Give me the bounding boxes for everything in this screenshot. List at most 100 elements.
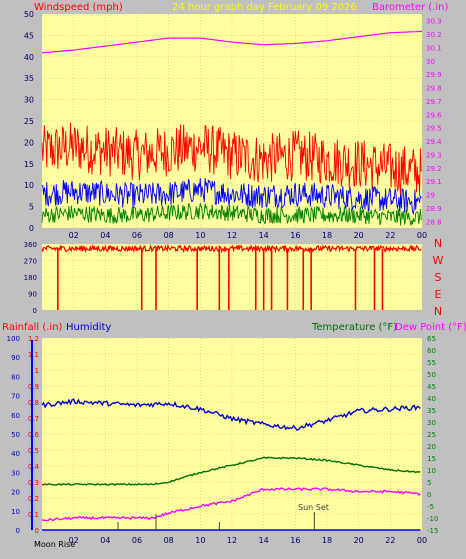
barometer-line bbox=[41, 30, 423, 54]
x-tick-label: 18 bbox=[322, 231, 332, 240]
humidity-tick-label: 80 bbox=[11, 373, 20, 381]
temperature-tick-label: -10 bbox=[427, 515, 438, 523]
rain-tick-label: 0.3 bbox=[28, 479, 39, 487]
y2-tick-label: 29.3 bbox=[426, 151, 442, 159]
temperature-tick-label: 10 bbox=[427, 467, 436, 475]
y-tick-label: 50 bbox=[24, 10, 34, 19]
x-tick-label: 22 bbox=[385, 536, 395, 545]
x-tick-label: 08 bbox=[164, 536, 174, 545]
y2-tick-label: 28.8 bbox=[426, 218, 442, 226]
compass-label-n1: N bbox=[434, 237, 442, 250]
temperature-tick-label: 0 bbox=[427, 491, 431, 499]
humidity-label: Humidity bbox=[66, 322, 111, 333]
y2-tick-label: 30.2 bbox=[426, 31, 442, 39]
wind-grid bbox=[42, 13, 423, 229]
y2-tick-label: 30.3 bbox=[426, 18, 442, 26]
direction-tick-label: 90 bbox=[28, 291, 37, 299]
x-tick-label: 20 bbox=[354, 536, 364, 545]
y2-tick-label: 28.9 bbox=[426, 205, 442, 213]
rain-tick-label: 0.1 bbox=[28, 511, 39, 519]
temperature-tick-label: 15 bbox=[427, 455, 436, 463]
x-tick-label: 10 bbox=[195, 231, 205, 240]
temperature-tick-label: -15 bbox=[427, 527, 438, 535]
temperature-tick-label: 45 bbox=[427, 383, 436, 391]
direction-series bbox=[41, 243, 422, 310]
x-tick-label: 18 bbox=[322, 536, 332, 545]
rain-tick-label: 0.2 bbox=[28, 495, 39, 503]
y2-tick-label: 29.6 bbox=[426, 111, 442, 119]
x-tick-label: 16 bbox=[290, 231, 300, 240]
x-tick-label: 08 bbox=[164, 231, 174, 240]
barometer-label: Barometer (.in) bbox=[372, 2, 448, 13]
y-tick-label: 40 bbox=[24, 53, 34, 62]
humidity-line bbox=[41, 398, 421, 431]
moon-rise-annotation: Moon Rise bbox=[34, 540, 75, 549]
y2-tick-label: 30 bbox=[426, 58, 435, 66]
temperature-tick-label: 30 bbox=[427, 419, 436, 427]
windspeed-label: Windspeed (mph) bbox=[34, 2, 123, 13]
temperature-tick-label: 20 bbox=[427, 443, 436, 451]
y2-tick-label: 29.7 bbox=[426, 98, 442, 106]
temperature-tick-label: 55 bbox=[427, 359, 436, 367]
humidity-tick-label: 90 bbox=[11, 354, 20, 362]
graph-title: 24 hour graph day February 09 2026 bbox=[172, 2, 357, 13]
y-tick-label: 30 bbox=[24, 96, 34, 105]
wind_low-line bbox=[41, 201, 422, 226]
rain-tick-label: 1.1 bbox=[28, 351, 39, 359]
rain-tick-label: 0 bbox=[35, 527, 39, 535]
humidity-tick-label: 0 bbox=[16, 527, 20, 535]
x-tick-label: 22 bbox=[385, 231, 395, 240]
x-tick-label: 14 bbox=[259, 536, 269, 545]
humidity-tick-label: 20 bbox=[11, 489, 20, 497]
humidity-tick-label: 60 bbox=[11, 412, 20, 420]
x-tick-label: 00 bbox=[417, 231, 427, 240]
rain-tick-label: 0.5 bbox=[28, 447, 39, 455]
compass-label-s: S bbox=[435, 271, 442, 284]
temperature-tick-label: 25 bbox=[427, 431, 436, 439]
y2-tick-label: 29.2 bbox=[426, 165, 442, 173]
temperature-tick-label: 65 bbox=[427, 335, 436, 343]
x-tick-label: 14 bbox=[259, 231, 269, 240]
wind-series bbox=[41, 30, 423, 226]
rainfall-axis-bar bbox=[31, 340, 33, 530]
direction-tick-label: 0 bbox=[33, 307, 37, 315]
x-tick-label: 04 bbox=[100, 536, 110, 545]
temperature-tick-label: -5 bbox=[427, 503, 434, 511]
y2-tick-label: 30.1 bbox=[426, 44, 442, 52]
y2-tick-label: 29.5 bbox=[426, 125, 442, 133]
x-tick-label: 04 bbox=[100, 231, 110, 240]
rain-tick-label: 0.4 bbox=[28, 463, 40, 471]
x-tick-label: 20 bbox=[354, 231, 364, 240]
y-tick-label: 35 bbox=[24, 74, 34, 83]
rain-tick-label: 0.9 bbox=[28, 383, 39, 391]
x-tick-label: 12 bbox=[227, 231, 237, 240]
direction-tick-label: 180 bbox=[24, 274, 37, 282]
temperature-tick-label: 50 bbox=[427, 371, 436, 379]
windspeed-line bbox=[41, 178, 422, 216]
direction-tick-label: 270 bbox=[24, 258, 37, 266]
rain-tick-label: 1 bbox=[35, 367, 39, 375]
temperature-tick-label: 40 bbox=[427, 395, 436, 403]
y2-tick-label: 29 bbox=[426, 192, 435, 200]
dew_point-line bbox=[41, 487, 421, 522]
x-tick-label: 10 bbox=[195, 536, 205, 545]
y-tick-label: 5 bbox=[29, 203, 34, 212]
axis-tick-labels: 02 04 06 08 10 12 14 16 18 20 22 000510152025303540… bbox=[7, 10, 443, 545]
y-tick-label: 10 bbox=[24, 181, 34, 190]
x-tick-label: 02 bbox=[69, 536, 79, 545]
temperature-tick-label: 35 bbox=[427, 407, 436, 415]
y-tick-label: 15 bbox=[24, 160, 34, 169]
dewpoint-label: Dew Point (°F) bbox=[395, 322, 466, 333]
sun-set-annotation: Sun Set bbox=[298, 503, 329, 512]
compass-label-e: E bbox=[435, 288, 442, 301]
x-tick-label: 06 bbox=[132, 536, 142, 545]
direction-tick-label: 360 bbox=[24, 241, 37, 249]
y2-tick-label: 29.8 bbox=[426, 85, 442, 93]
compass-label-n2: N bbox=[434, 305, 442, 318]
humidity-temperature-series bbox=[41, 398, 421, 531]
temperature-tick-label: 60 bbox=[427, 347, 436, 355]
compass-label-w: W bbox=[433, 254, 444, 267]
x-tick-label: 02 bbox=[69, 231, 79, 240]
